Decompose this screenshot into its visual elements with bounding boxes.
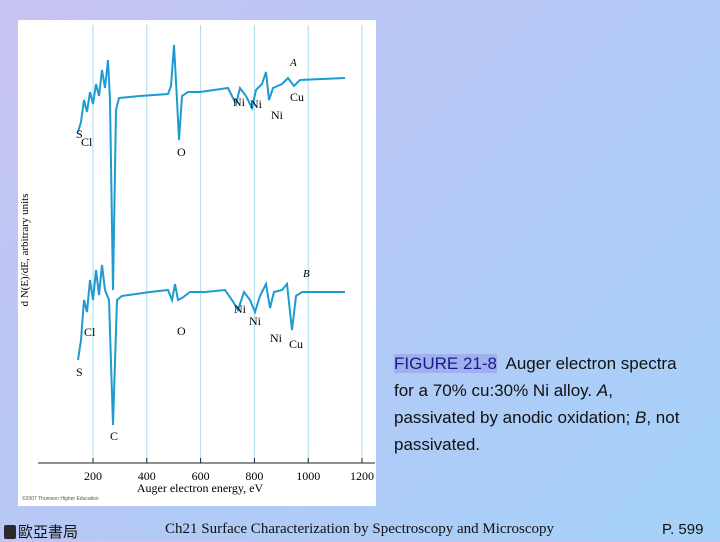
- x-axis-label: Auger electron energy, eV: [137, 481, 264, 495]
- peak-label: Ni: [234, 302, 247, 316]
- peak-label: Cl: [84, 325, 96, 339]
- publisher-name: 歐亞書局: [18, 524, 79, 541]
- peak-label: Ni: [250, 97, 263, 111]
- x-tick-label: 600: [192, 469, 210, 483]
- copyright: ©2007 Thomson Higher Education: [22, 495, 99, 502]
- caption-text: , not passivated.: [394, 408, 680, 454]
- spectrum-name: A: [289, 57, 297, 69]
- caption: FIGURE 21-8 Auger electron spectra for a…: [394, 350, 694, 458]
- publisher: 歐亞書局: [4, 521, 78, 542]
- spectrum-b: [77, 264, 345, 426]
- peak-label: Cl: [81, 135, 93, 149]
- peak-label: O: [177, 324, 186, 338]
- y-axis-label: d N(E)/dE, arbitrary units: [19, 193, 31, 306]
- x-tick-label: 1000: [296, 469, 320, 483]
- x-tick-label: 400: [138, 469, 156, 483]
- peak-label: C: [110, 429, 118, 443]
- caption-text: Auger electron spectra for a 70% cu:30% …: [394, 354, 677, 400]
- caption-text: , passivated by anodic oxidation;: [394, 381, 635, 427]
- peak-label: Cu: [289, 337, 303, 351]
- peak-label: S: [76, 365, 83, 379]
- spectrum-a: [77, 44, 346, 291]
- page-number: P. 599: [662, 521, 704, 538]
- peak-label: Ni: [270, 331, 283, 345]
- caption-text: A: [596, 381, 609, 400]
- figure-number: FIGURE 21-8: [394, 354, 497, 373]
- x-tick-label: 1200: [350, 469, 374, 483]
- x-tick-label: 800: [245, 469, 263, 483]
- caption-text: B: [635, 408, 647, 427]
- peak-label: S: [76, 127, 83, 141]
- peak-label: Ni: [233, 95, 246, 109]
- peak-label: Cu: [290, 90, 304, 104]
- x-tick-label: 200: [84, 469, 102, 483]
- peak-label: Ni: [249, 314, 262, 328]
- spectrum-name: B: [303, 268, 310, 280]
- peak-label: O: [177, 145, 186, 159]
- figure-panel: [18, 20, 376, 506]
- peak-label: Ni: [271, 108, 284, 122]
- chapter: Ch21 Surface Characterization by Spectro…: [165, 521, 555, 537]
